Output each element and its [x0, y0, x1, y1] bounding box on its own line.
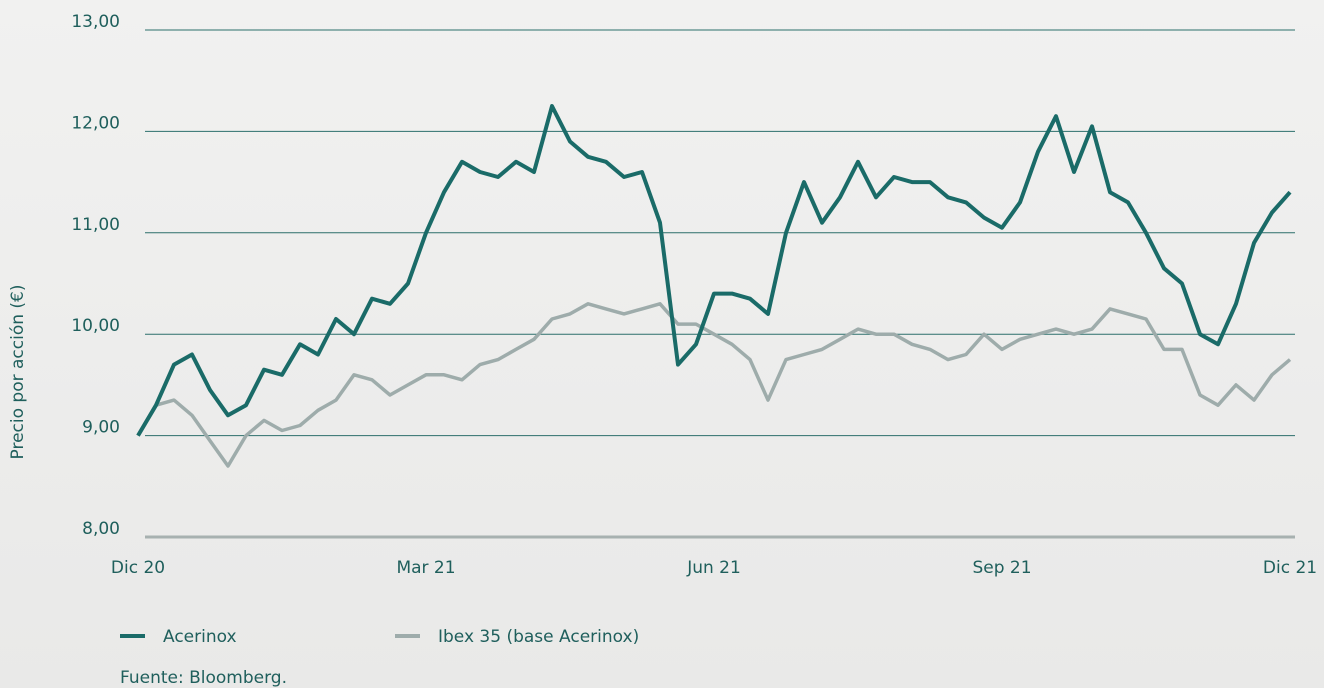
y-tick-label: 9,00 — [82, 418, 120, 438]
x-tick-label: Dic 21 — [1263, 558, 1317, 578]
legend-label: Ibex 35 (base Acerinox) — [438, 627, 639, 647]
line-series — [136, 104, 1292, 437]
source: Fuente: Bloomberg. — [120, 668, 287, 688]
y-tick-label: 12,00 — [71, 113, 120, 133]
y-tick-label: 10,00 — [71, 316, 120, 336]
y-tick-label: 11,00 — [71, 215, 120, 235]
y-tick-label: 13,00 — [71, 12, 120, 32]
y-axis-label: Precio por acción (€) — [8, 285, 28, 460]
x-tick-label: Sep 21 — [972, 558, 1031, 578]
x-tick-label: Dic 20 — [111, 558, 165, 578]
x-tick-label: Mar 21 — [396, 558, 455, 578]
legend-label: Acerinox — [163, 627, 237, 647]
y-tick-label: 8,00 — [82, 519, 120, 539]
line-series — [136, 302, 1292, 468]
x-tick-label: Jun 21 — [686, 558, 741, 578]
